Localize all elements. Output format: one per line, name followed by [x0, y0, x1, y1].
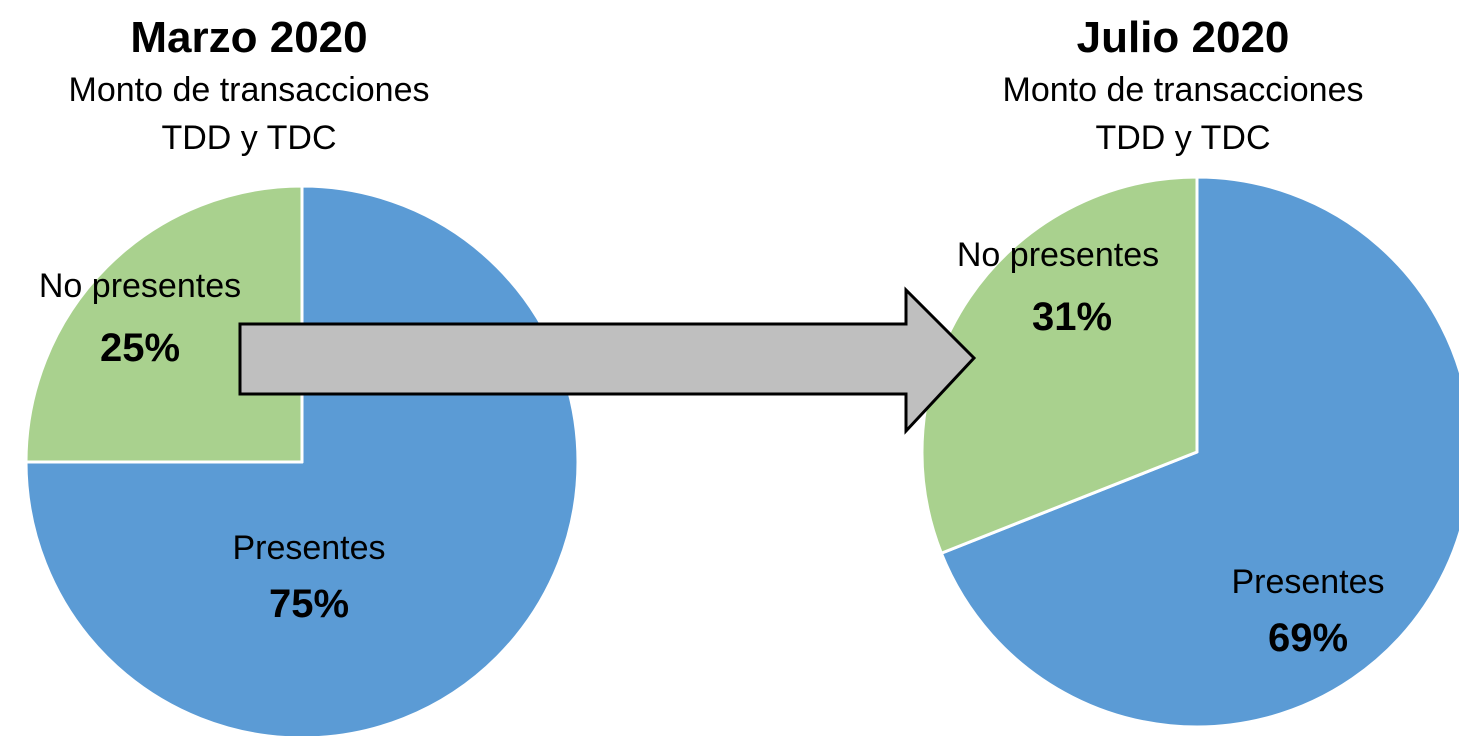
chart-subtitle-line2-julio: TDD y TDC — [1095, 119, 1270, 157]
slice-value-presentes-marzo: 75% — [269, 582, 349, 626]
chart-title-marzo: Marzo 2020 — [130, 13, 367, 62]
slice-label-presentes-julio: Presentes — [1231, 563, 1384, 601]
pie-slice-no-presentes-marzo — [24, 184, 304, 464]
slice-label-no-presentes-julio: No presentes — [957, 236, 1159, 274]
pie-chart-julio: Julio 2020 Monto de transacciones TDD y … — [920, 13, 1459, 729]
pie-slice-no-presentes-julio — [920, 175, 1199, 555]
slice-value-presentes-julio: 69% — [1268, 616, 1348, 660]
slice-label-presentes-marzo: Presentes — [232, 529, 385, 567]
chart-subtitle-line1-marzo: Monto de transacciones — [69, 71, 430, 109]
slice-label-no-presentes-marzo: No presentes — [39, 267, 241, 305]
pie-slices-julio — [920, 175, 1459, 729]
chart-subtitle-line1-julio: Monto de transacciones — [1003, 71, 1364, 109]
chart-subtitle-line2-marzo: TDD y TDC — [161, 119, 336, 157]
pie-slice-presentes-julio — [939, 175, 1459, 729]
slice-value-no-presentes-julio: 31% — [1032, 295, 1112, 339]
chart-title-julio: Julio 2020 — [1077, 13, 1290, 62]
right-arrow-icon — [238, 286, 977, 435]
slice-value-no-presentes-marzo: 25% — [100, 326, 180, 370]
